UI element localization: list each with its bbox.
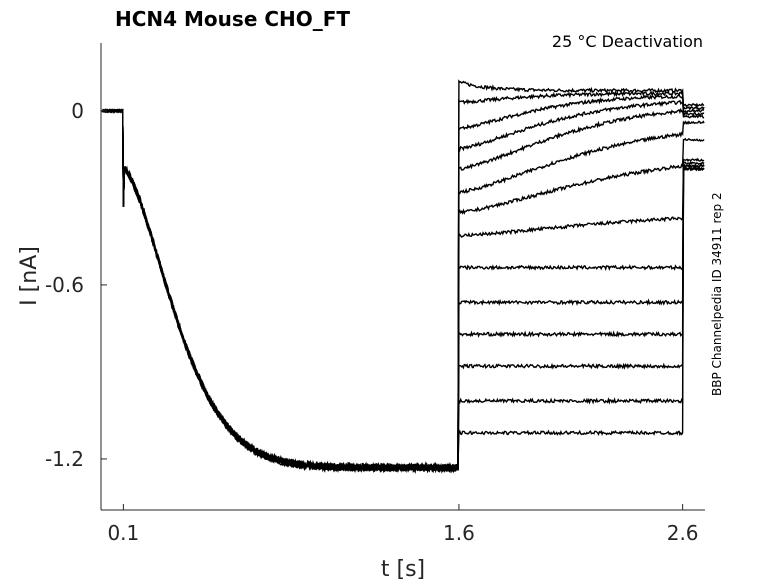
current-trace-1 bbox=[101, 79, 705, 471]
current-trace-7 bbox=[101, 108, 705, 473]
current-trace-3 bbox=[101, 93, 705, 472]
current-trace-8 bbox=[101, 108, 705, 473]
ticks: 0.1 1.6 2.6 0 -0.6 -1.2 bbox=[45, 99, 699, 545]
x-axis-label: t [s] bbox=[381, 557, 425, 582]
source-label: BBP Channelpedia ID 34911 rep 2 bbox=[710, 192, 724, 396]
y-tick-label: -0.6 bbox=[45, 273, 84, 297]
current-trace-6 bbox=[101, 108, 705, 473]
y-tick-label: 0 bbox=[71, 99, 84, 123]
current-trace-10 bbox=[101, 108, 705, 474]
current-trace-4 bbox=[101, 99, 705, 473]
x-tick-label: 1.6 bbox=[443, 521, 475, 545]
current-trace-14 bbox=[101, 108, 705, 474]
current-trace-13 bbox=[101, 108, 705, 474]
chart-title: HCN4 Mouse CHO_FT bbox=[115, 7, 350, 31]
current-trace-11 bbox=[101, 109, 705, 474]
x-tick-label: 2.6 bbox=[667, 521, 699, 545]
y-axis-label: I [nA] bbox=[17, 246, 42, 306]
condition-annotation: 25 °C Deactivation bbox=[552, 32, 703, 51]
traces bbox=[101, 79, 705, 474]
current-trace-5 bbox=[101, 107, 705, 473]
current-trace-12 bbox=[102, 108, 705, 474]
current-trace-9 bbox=[101, 108, 705, 473]
y-tick-label: -1.2 bbox=[45, 447, 84, 471]
x-tick-label: 0.1 bbox=[107, 521, 139, 545]
